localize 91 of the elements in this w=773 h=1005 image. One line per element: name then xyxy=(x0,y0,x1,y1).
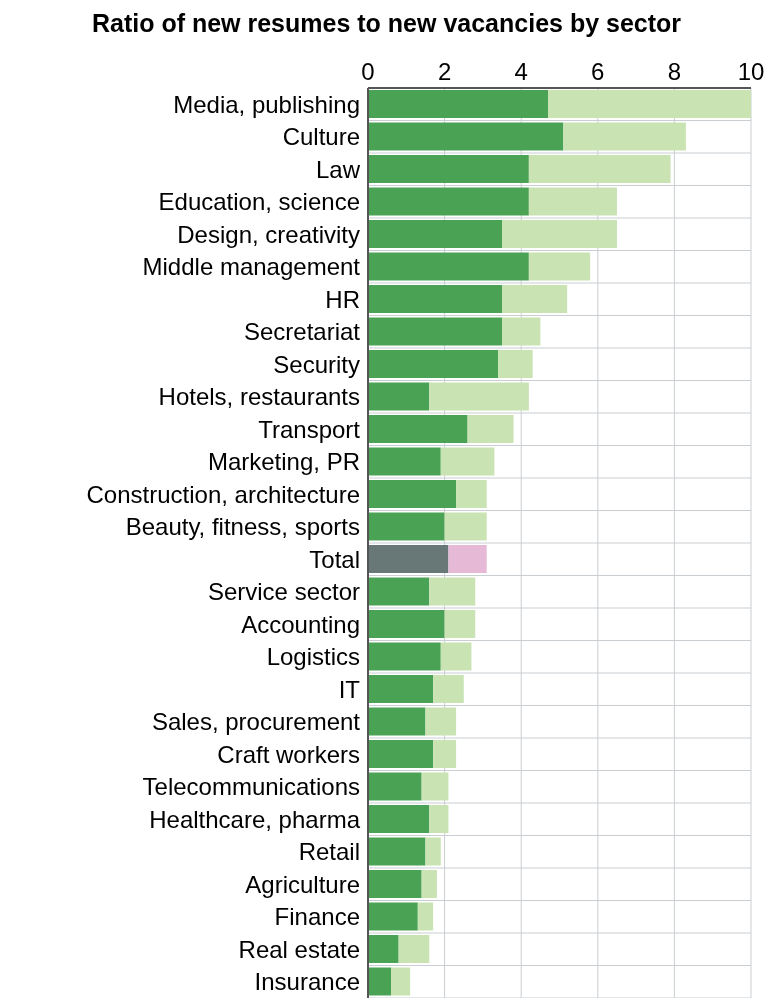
bar xyxy=(368,837,426,866)
bar xyxy=(368,350,499,378)
y-tick-label: Service sector xyxy=(207,578,360,606)
bar xyxy=(421,772,449,801)
bar xyxy=(368,480,457,508)
bar xyxy=(368,610,445,638)
chart-title: Ratio of new resumes to new vacancies by sector xyxy=(91,9,682,37)
bar xyxy=(368,772,422,801)
bar xyxy=(440,447,495,476)
bar xyxy=(368,902,418,931)
bar xyxy=(502,285,568,313)
bar xyxy=(433,675,464,703)
bar xyxy=(368,545,449,573)
bar xyxy=(429,577,476,606)
bar xyxy=(368,577,430,606)
bar xyxy=(368,447,441,476)
bar xyxy=(467,415,514,443)
bar xyxy=(368,512,445,541)
y-tick-label: Retail xyxy=(298,838,360,866)
bar xyxy=(368,415,468,443)
x-tick-label: 10 xyxy=(737,58,765,85)
y-tick-label: HR xyxy=(325,285,360,313)
bar xyxy=(368,285,503,313)
y-tick-label: Craft workers xyxy=(217,740,360,768)
bar xyxy=(429,382,529,411)
y-tick-label: Beauty, fitness, sports xyxy=(125,513,360,541)
y-tick-label: Healthcare, pharma xyxy=(149,805,361,833)
y-tick-label: Construction, architecture xyxy=(86,480,360,508)
bar xyxy=(425,707,457,736)
bar xyxy=(417,902,434,931)
x-tick-label: 0 xyxy=(361,58,375,85)
bar xyxy=(421,870,437,898)
bar xyxy=(368,642,441,671)
bar xyxy=(548,90,751,118)
x-tick-label: 4 xyxy=(514,58,528,85)
bar xyxy=(368,707,426,736)
y-tick-label: Middle management xyxy=(142,253,361,281)
bar xyxy=(390,967,411,996)
y-tick-label: Logistics xyxy=(266,643,360,671)
bar xyxy=(528,187,617,216)
y-tick-label: Finance xyxy=(274,903,360,931)
bar xyxy=(528,252,591,281)
bar xyxy=(368,317,503,346)
y-tick-label: Agriculture xyxy=(245,870,360,898)
y-tick-label: Media, publishing xyxy=(173,90,360,118)
bar xyxy=(368,155,529,183)
bar xyxy=(502,220,617,248)
y-tick-label: Total xyxy=(309,545,360,573)
bar xyxy=(448,545,487,573)
bar xyxy=(398,935,430,963)
bar xyxy=(440,642,472,671)
x-tick-label: 2 xyxy=(437,58,452,85)
y-tick-label: Hotels, restaurants xyxy=(158,383,360,411)
bar xyxy=(368,935,399,963)
bar xyxy=(528,155,671,183)
bar xyxy=(433,740,457,768)
bar xyxy=(368,90,549,118)
bar xyxy=(498,350,533,378)
y-tick-label: Accounting xyxy=(241,610,360,638)
y-tick-label: Insurance xyxy=(254,968,360,996)
y-tick-label: Culture xyxy=(282,123,360,151)
bar xyxy=(368,740,434,768)
bar xyxy=(444,610,476,638)
x-tick-label: 6 xyxy=(591,58,605,85)
y-tick-label: Real estate xyxy=(238,935,360,963)
y-tick-label: Secretariat xyxy=(243,318,361,346)
bar xyxy=(368,220,503,248)
bar xyxy=(368,805,430,833)
bar xyxy=(368,870,422,898)
y-tick-label: Sales, procurement xyxy=(151,708,361,736)
bar xyxy=(425,837,441,866)
y-tick-label: Security xyxy=(273,350,360,378)
bar xyxy=(368,252,529,281)
y-tick-label: Telecommunications xyxy=(142,773,360,801)
bar xyxy=(444,512,487,541)
y-tick-label: IT xyxy=(338,675,361,703)
y-tick-label: Design, creativity xyxy=(177,220,360,248)
bar xyxy=(368,967,391,996)
y-tick-label: Marketing, PR xyxy=(207,448,360,476)
bar xyxy=(368,382,430,411)
x-tick-label: 8 xyxy=(667,58,682,85)
bar xyxy=(429,805,449,833)
y-tick-label: Transport xyxy=(258,415,361,443)
bar xyxy=(368,187,529,216)
bar xyxy=(563,122,686,151)
bar xyxy=(456,480,487,508)
bar xyxy=(368,122,564,151)
bar xyxy=(502,317,541,346)
y-tick-label: Education, science xyxy=(158,188,360,216)
y-tick-label: Law xyxy=(315,155,361,183)
bar xyxy=(368,675,434,703)
